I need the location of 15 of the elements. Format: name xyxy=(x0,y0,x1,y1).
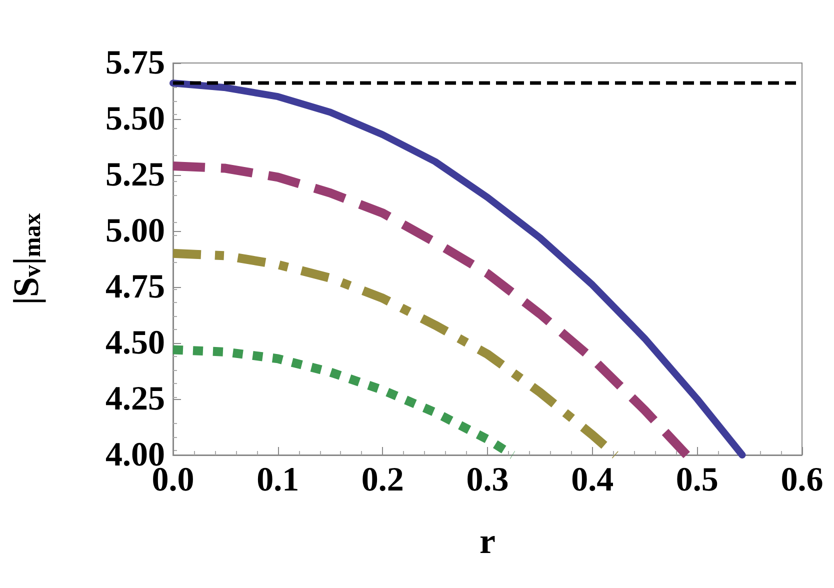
x-tick-label: 0.3 xyxy=(466,462,509,498)
x-tick-label: 0.2 xyxy=(361,462,404,498)
y-tick-label: 5.75 xyxy=(106,44,165,82)
y-tick-label: 5.50 xyxy=(106,100,165,138)
x-tick-label: 0.5 xyxy=(676,462,718,498)
x-tick-label: 0.1 xyxy=(256,462,300,498)
y-tick-label: 5.00 xyxy=(106,212,165,250)
x-tick-label: 0.6 xyxy=(780,462,824,498)
y-tick-label: 5.25 xyxy=(106,156,165,194)
y-axis-title: |Sv|max xyxy=(6,213,46,305)
x-tick-label: 0.4 xyxy=(571,462,614,498)
x-axis-title: r xyxy=(480,521,496,561)
y-tick-label: 4.50 xyxy=(106,324,165,362)
y-tick-label: 4.25 xyxy=(106,380,165,418)
y-tick-label: 4.75 xyxy=(106,268,165,306)
